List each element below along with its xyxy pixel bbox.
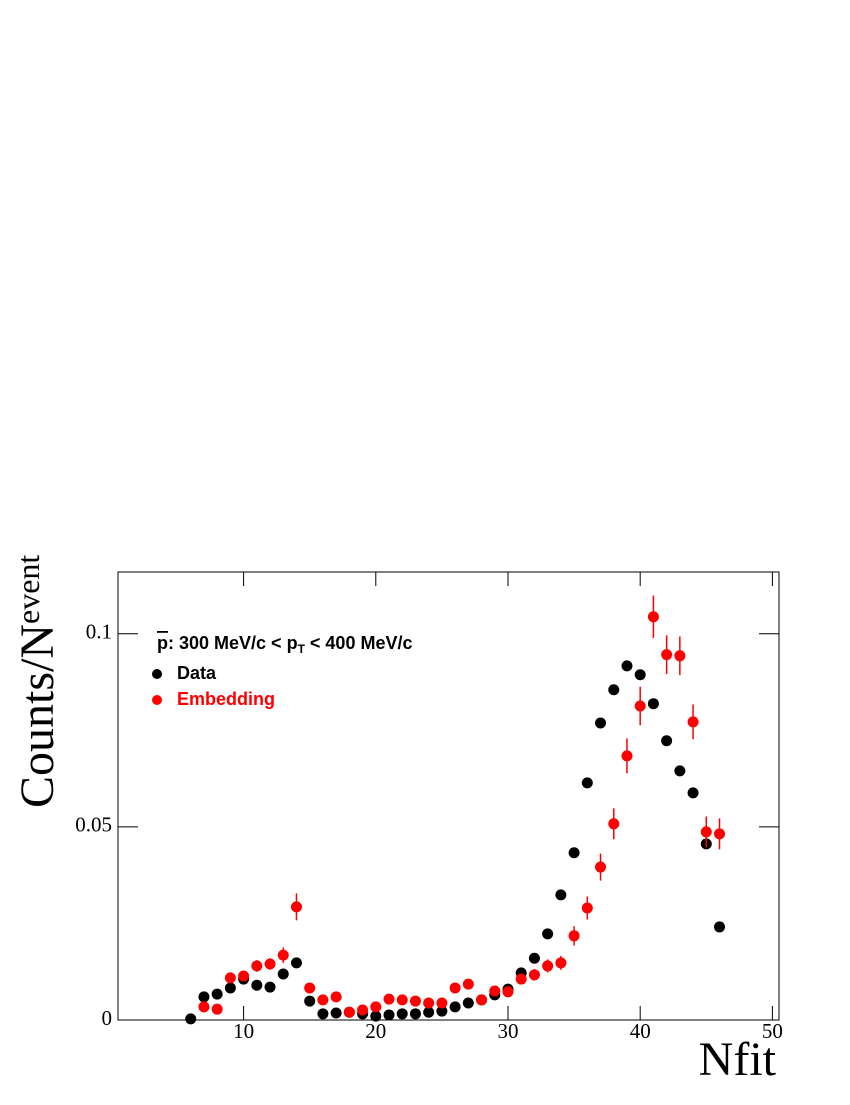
data-point [595,861,607,873]
data-point [317,994,329,1006]
x-tick-label: 30 [497,1019,518,1043]
data-point [634,700,646,712]
y-axis-title: Counts/Nevent [10,555,64,808]
data-point [383,1009,395,1021]
data-point [714,921,726,933]
data-point [555,957,567,969]
data-point [264,981,276,993]
data-point [251,960,263,972]
data-point [409,995,421,1007]
x-axis-title: Nfit [699,1033,777,1086]
data-point [462,997,474,1009]
data-point [581,902,593,914]
legend-label: Embedding [177,689,275,709]
data-point [687,716,699,728]
x-tick-label: 20 [365,1019,386,1043]
data-point [185,1013,197,1025]
data-point [595,717,607,729]
data-point [383,993,395,1005]
data-point [330,991,342,1003]
y-axis-title-sub: event [10,555,46,624]
data-point [330,1007,342,1019]
data-point [238,970,250,982]
annotation: p: 300 MeV/c < pT < 400 MeV/c [157,633,412,656]
data-point [647,698,659,710]
data-point [476,994,488,1006]
annotation-part: T [298,642,306,656]
data-point [277,968,289,980]
y-axis-title-main: Counts/N [11,624,64,808]
data-point [515,973,527,985]
data-point [608,818,620,830]
data-point [462,978,474,990]
data-point [423,1006,435,1018]
data-point [542,928,554,940]
data-point [211,1003,223,1015]
data-point [396,1008,408,1020]
data-point [700,826,712,838]
y-tick-label: 0.05 [75,813,112,837]
data-point [277,949,289,961]
data-point [304,982,316,994]
data-point [687,787,699,799]
data-point [674,765,686,777]
data-point [661,649,673,661]
data-point [198,1001,210,1013]
data-point [449,982,461,994]
data-point [621,660,633,672]
x-tick-label: 10 [233,1019,254,1043]
data-point [621,750,633,762]
data-point [304,995,316,1007]
x-tick-label: 40 [630,1019,651,1043]
annotation-part: : 300 MeV/c < p [168,633,298,653]
data-point [224,982,236,994]
data-point [290,957,302,969]
legend-marker [152,695,162,705]
data-point [317,1008,329,1020]
data-point [370,1010,382,1022]
annotation-part: < 400 MeV/c [305,633,413,653]
data-point [542,960,554,972]
data-point [608,684,620,696]
data-point [423,997,435,1009]
data-point [436,997,448,1009]
data-point [661,735,673,747]
data-point [555,889,567,901]
data-point [568,847,580,859]
data-point [357,1004,369,1016]
data-point [489,985,501,997]
legend-label: Data [177,663,217,683]
data-point [449,1001,461,1013]
annotation-part: p [157,633,168,653]
data-point [581,777,593,789]
plot-frame [117,571,780,1021]
data-point [502,986,514,998]
data-point [198,991,210,1003]
legend-marker [152,669,162,679]
data-point [370,1001,382,1013]
data-point [409,1008,421,1020]
data-point [528,969,540,981]
data-point [211,988,223,1000]
data-point [251,979,263,991]
y-tick-label: 0.1 [86,620,112,644]
data-point [436,1005,448,1017]
data-point [396,994,408,1006]
data-point [290,901,302,913]
data-point [528,952,540,964]
data-point [714,828,726,840]
y-tick-label: 0 [102,1006,113,1030]
data-point [674,650,686,662]
x-tick-label: 50 [762,1019,783,1043]
data-point [343,1006,355,1018]
data-point [634,669,646,681]
data-point [264,958,276,970]
data-point [647,611,659,623]
data-point [224,972,236,984]
data-point [568,930,580,942]
